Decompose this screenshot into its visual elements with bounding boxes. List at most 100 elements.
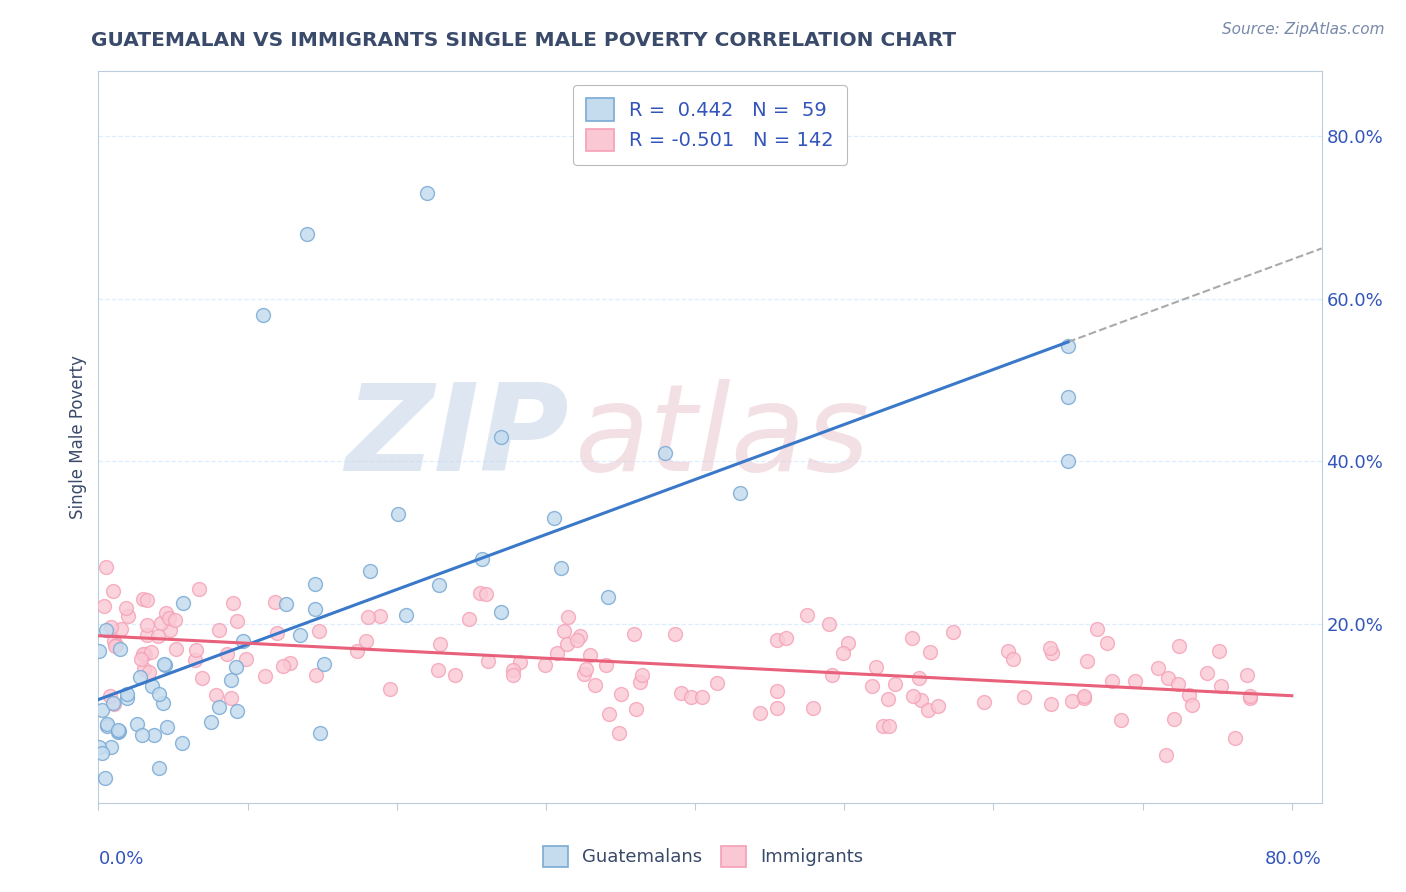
Point (357, 610, 380, 624)
Point (1236, 667, 1258, 681)
Point (288, 627, 311, 641)
Point (163, 613, 186, 627)
Point (100, 619, 122, 633)
Point (884, 677, 907, 691)
Point (1001, 652, 1024, 666)
Point (115, 601, 138, 615)
Point (253, 669, 276, 683)
Point (1197, 666, 1219, 681)
Point (579, 648, 602, 663)
Point (146, 629, 169, 643)
Point (1177, 688, 1199, 702)
Point (155, 606, 177, 620)
Point (271, 659, 294, 673)
Point (221, 691, 243, 706)
Point (226, 614, 249, 628)
Point (141, 679, 163, 693)
Point (129, 652, 152, 666)
Point (903, 689, 925, 703)
Legend: R =  0.442   N =  59, R = -0.501   N = 142: R = 0.442 N = 59, R = -0.501 N = 142 (572, 85, 848, 165)
Point (429, 637, 451, 651)
Point (117, 691, 139, 706)
Point (583, 678, 606, 692)
Point (557, 610, 579, 624)
Point (1163, 712, 1185, 726)
Point (150, 615, 173, 630)
Point (1167, 639, 1189, 653)
Point (427, 578, 450, 592)
Point (200, 715, 222, 730)
Point (1060, 694, 1083, 708)
Point (153, 657, 176, 672)
Point (1040, 646, 1063, 660)
Point (93, 599, 115, 613)
Point (136, 628, 159, 642)
Point (1073, 690, 1095, 705)
Point (681, 690, 703, 704)
Point (477, 654, 499, 668)
Point (1101, 674, 1123, 689)
Point (87, 643, 110, 657)
Point (553, 624, 575, 639)
Point (766, 684, 789, 698)
Point (110, 622, 132, 636)
Point (1157, 671, 1180, 685)
Point (138, 665, 160, 679)
Point (110, 642, 132, 657)
Point (766, 632, 789, 647)
Point (1057, 339, 1080, 353)
Point (1040, 698, 1063, 712)
Point (153, 657, 176, 672)
Legend: Guatemalans, Immigrants: Guatemalans, Immigrants (536, 838, 870, 874)
Point (226, 704, 249, 718)
Point (1097, 636, 1119, 650)
Point (115, 687, 138, 701)
Point (837, 636, 859, 650)
Point (87, 740, 110, 755)
Point (427, 664, 450, 678)
Point (354, 634, 377, 648)
Point (543, 510, 565, 524)
Point (235, 652, 257, 666)
Point (1154, 748, 1177, 763)
Point (1109, 713, 1132, 727)
Point (156, 720, 179, 734)
Point (370, 608, 392, 623)
Point (252, 308, 274, 322)
Point (917, 703, 939, 717)
Point (134, 647, 156, 661)
Point (359, 564, 381, 578)
Point (654, 445, 676, 459)
Point (877, 719, 900, 733)
Point (219, 673, 242, 687)
Point (831, 646, 853, 660)
Point (94, 772, 117, 786)
Point (152, 697, 174, 711)
Point (94, 560, 117, 574)
Point (1014, 690, 1036, 705)
Point (1239, 691, 1261, 706)
Point (818, 617, 841, 632)
Point (117, 608, 139, 623)
Point (690, 690, 713, 705)
Point (1057, 454, 1080, 468)
Point (132, 647, 155, 661)
Point (468, 586, 491, 600)
Point (96, 716, 118, 731)
Point (165, 642, 187, 657)
Point (860, 679, 883, 693)
Point (104, 639, 127, 653)
Point (308, 624, 330, 639)
Point (188, 582, 211, 596)
Point (191, 671, 214, 685)
Point (297, 227, 319, 241)
Point (136, 617, 159, 632)
Point (264, 595, 287, 609)
Point (143, 728, 166, 742)
Point (1039, 641, 1062, 656)
Point (801, 700, 824, 714)
Point (728, 486, 751, 500)
Point (1123, 674, 1146, 689)
Point (502, 663, 524, 677)
Point (96, 624, 118, 638)
